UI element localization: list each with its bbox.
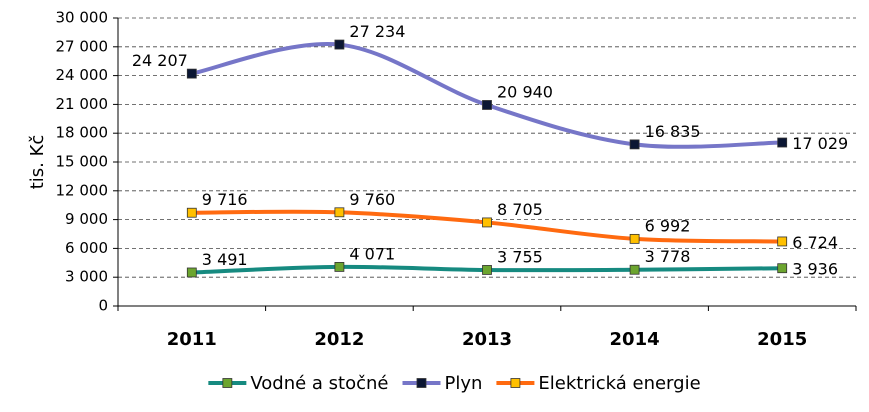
value-label: 6 992 (645, 216, 691, 235)
x-tick-label: 2015 (757, 329, 807, 350)
value-label: 9 716 (202, 190, 248, 209)
y-tick-label: 21 000 (56, 95, 109, 113)
marker (186, 68, 197, 79)
x-tick-label: 2011 (167, 329, 217, 350)
marker (186, 207, 197, 218)
legend-item: Elektrická energie (496, 373, 701, 394)
value-label: 3 755 (497, 247, 543, 266)
value-label: 6 724 (792, 233, 838, 252)
y-tick-label: 18 000 (56, 124, 109, 142)
value-label: 17 029 (792, 134, 848, 153)
y-tick-label: 9 000 (65, 210, 108, 228)
value-label: 16 835 (645, 122, 701, 141)
legend-marker (510, 378, 521, 388)
value-label: 3 936 (792, 260, 838, 279)
legend-item: Plyn (402, 373, 482, 394)
marker (482, 265, 492, 275)
value-label: 27 234 (349, 22, 405, 41)
legend-label: Elektrická energie (538, 373, 700, 394)
marker (629, 233, 640, 244)
y-tick-label: 3 000 (65, 268, 108, 286)
legend: Vodné a stočné Plyn Elektrická energie (208, 373, 701, 394)
value-label: 20 940 (497, 82, 553, 101)
y-tick-label: 0 (98, 297, 108, 315)
marker (629, 139, 640, 150)
legend-label: Plyn (444, 373, 482, 394)
y-tick-label: 30 000 (56, 9, 109, 27)
marker (629, 264, 640, 275)
legend-label: Vodné a stočné (250, 373, 388, 394)
marker (482, 100, 492, 110)
y-tick-label: 12 000 (56, 181, 109, 199)
y-tick-label: 27 000 (56, 37, 109, 55)
value-label: 3 491 (202, 250, 248, 269)
marker (777, 137, 788, 148)
legend-marker (416, 378, 427, 388)
x-tick-label: 2012 (314, 329, 364, 350)
legend-marker (222, 378, 233, 388)
marker (334, 262, 345, 272)
marker (777, 236, 788, 247)
x-tick-label: 2013 (462, 329, 512, 350)
x-tick-label: 2014 (610, 329, 660, 350)
marker (186, 267, 197, 278)
y-tick-label: 24 000 (56, 66, 109, 84)
y-axis-label: tis. Kč (27, 135, 48, 190)
legend-item: Vodné a stočné (208, 373, 388, 394)
y-tick-label: 6 000 (65, 239, 108, 257)
value-label: 9 760 (349, 190, 395, 209)
value-label: 4 071 (349, 244, 395, 263)
y-tick-label: 15 000 (56, 153, 109, 171)
value-label: 8 705 (497, 200, 543, 219)
value-label: 3 778 (645, 247, 691, 266)
marker (334, 207, 345, 218)
marker (777, 263, 788, 274)
marker (334, 39, 345, 50)
marker (482, 217, 492, 228)
value-label: 24 207 (132, 51, 188, 70)
